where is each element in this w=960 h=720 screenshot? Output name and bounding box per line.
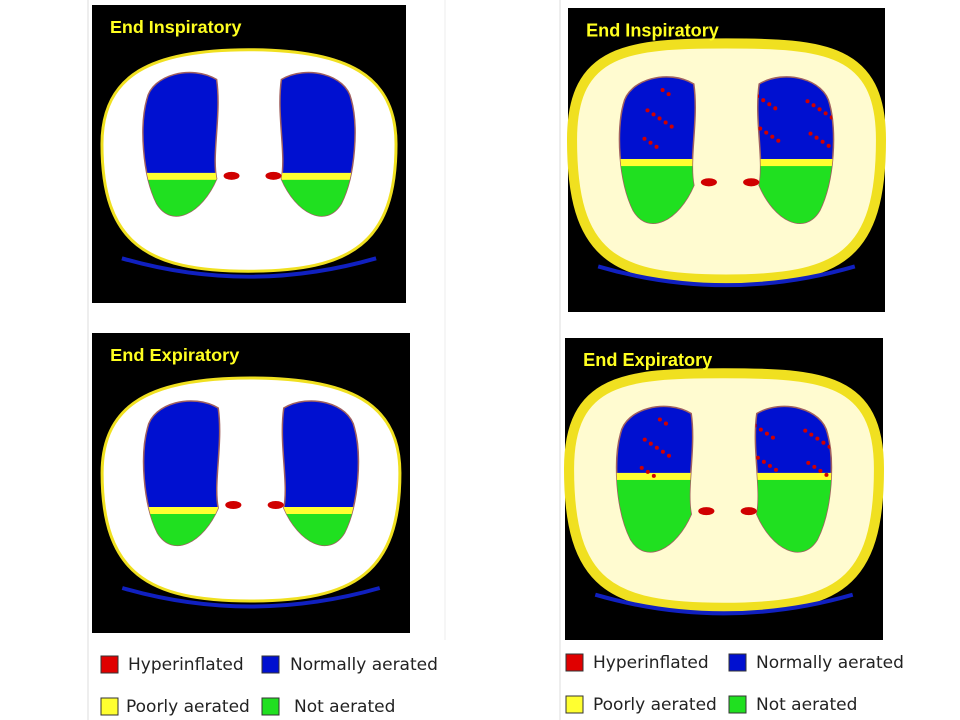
hyperinflated-speck: [811, 103, 816, 108]
hyperinflated-speck: [648, 441, 653, 446]
hyperinflated-speck: [767, 102, 772, 107]
panel-title: End Expiratory: [110, 345, 239, 365]
poorly-aerated-band: [619, 158, 696, 167]
hyperinflated-speck: [820, 139, 825, 144]
hyperinflated-speck: [815, 436, 820, 441]
poorly-aerated-band: [142, 172, 219, 180]
legend-label: Not aerated: [294, 697, 395, 717]
hyperinflated-speck: [805, 99, 810, 104]
airway: [700, 178, 717, 187]
hyperinflated-speck: [770, 134, 775, 139]
hyperinflated-speck: [758, 126, 763, 131]
body-outline: [563, 368, 885, 613]
ct-panel: End Expiratory: [92, 333, 411, 633]
poorly-aerated-band: [755, 472, 832, 480]
hyperinflated-speck: [663, 421, 668, 426]
airway: [223, 171, 240, 180]
hyperinflated-speck: [642, 136, 647, 141]
hyperinflated-speck: [824, 472, 829, 477]
airway: [740, 507, 757, 516]
legend-swatch: [565, 695, 584, 714]
hyperinflated-speck: [803, 428, 808, 433]
hyperinflated-speck: [657, 417, 662, 422]
hyperinflated-speck: [666, 453, 671, 458]
hyperinflated-speck: [764, 431, 769, 436]
hyperinflated-speck: [821, 440, 826, 445]
legend-label: Normally aerated: [756, 653, 904, 673]
hyperinflated-speck: [761, 459, 766, 464]
hyperinflated-speck: [764, 130, 769, 135]
hyperinflated-speck: [654, 445, 659, 450]
hyperinflated-speck: [776, 138, 781, 143]
ct-panel: End Inspiratory: [566, 8, 887, 312]
poorly-aerated-band: [143, 507, 220, 514]
hyperinflated-speck: [651, 112, 656, 117]
legend-label: Hyperinflated: [593, 653, 709, 673]
hyperinflated-speck: [757, 94, 760, 99]
hyperinflated-speck: [758, 427, 763, 432]
poorly-aerated-band: [282, 507, 359, 514]
panel-title: End Expiratory: [583, 350, 712, 370]
legend-swatch: [565, 653, 584, 672]
table-arc: [597, 264, 856, 288]
hyperinflated-speck: [651, 473, 656, 478]
legend-swatch: [100, 655, 119, 674]
hyperinflated-speck: [663, 120, 668, 125]
table-arc: [121, 256, 377, 279]
hyperinflated-speck: [812, 464, 817, 469]
hyperinflated-speck: [755, 423, 757, 428]
hyperinflated-speck: [639, 465, 644, 470]
airway: [265, 171, 282, 180]
hyperinflated-speck: [818, 468, 823, 473]
panel-title: End Inspiratory: [586, 20, 719, 40]
legend-swatch: [728, 695, 747, 714]
legend-label: Poorly aerated: [593, 695, 717, 715]
table-arc: [594, 592, 854, 616]
airway: [267, 501, 284, 509]
legend-label: Normally aerated: [290, 655, 438, 675]
hyperinflated-speck: [654, 144, 659, 149]
hyperinflated-speck: [814, 135, 819, 140]
panel-title: End Inspiratory: [110, 17, 242, 37]
legend-swatch: [261, 655, 280, 674]
legend-swatch: [728, 653, 747, 672]
hyperinflated-speck: [767, 463, 772, 468]
legend-label: Not aerated: [756, 695, 857, 715]
hyperinflated-speck: [808, 131, 813, 136]
hyperinflated-speck: [666, 92, 671, 97]
hyperinflated-speck: [645, 469, 650, 474]
ct-panel: End Expiratory: [563, 338, 885, 640]
hyperinflated-speck: [761, 98, 766, 103]
hyperinflated-speck: [773, 106, 778, 111]
hyperinflated-speck: [648, 140, 653, 145]
legend-swatch: [261, 697, 280, 716]
hyperinflated-speck: [660, 88, 665, 93]
hyperinflated-speck: [823, 111, 828, 116]
hyperinflated-speck: [669, 124, 674, 129]
hyperinflated-speck: [755, 455, 760, 460]
hyperinflated-speck: [809, 432, 814, 437]
body-outline: [566, 38, 887, 285]
airway: [225, 501, 242, 509]
hyperinflated-speck: [657, 116, 662, 121]
hyperinflated-speck: [817, 107, 822, 112]
hyperinflated-speck: [645, 108, 650, 113]
hyperinflated-speck: [770, 435, 775, 440]
legend-label: Poorly aerated: [126, 697, 250, 717]
ct-panel: End Inspiratory: [92, 5, 407, 303]
hyperinflated-speck: [826, 143, 831, 148]
legend-label: Hyperinflated: [128, 655, 244, 675]
hyperinflated-speck: [660, 449, 665, 454]
airway: [743, 178, 760, 187]
hyperinflated-speck: [773, 467, 779, 472]
hyperinflated-speck: [806, 460, 811, 465]
legend-swatch: [100, 697, 119, 716]
poorly-aerated-band: [279, 172, 356, 180]
airway: [698, 507, 715, 516]
poorly-aerated-band: [757, 158, 834, 167]
hyperinflated-speck: [642, 437, 647, 442]
table-arc: [121, 586, 381, 609]
